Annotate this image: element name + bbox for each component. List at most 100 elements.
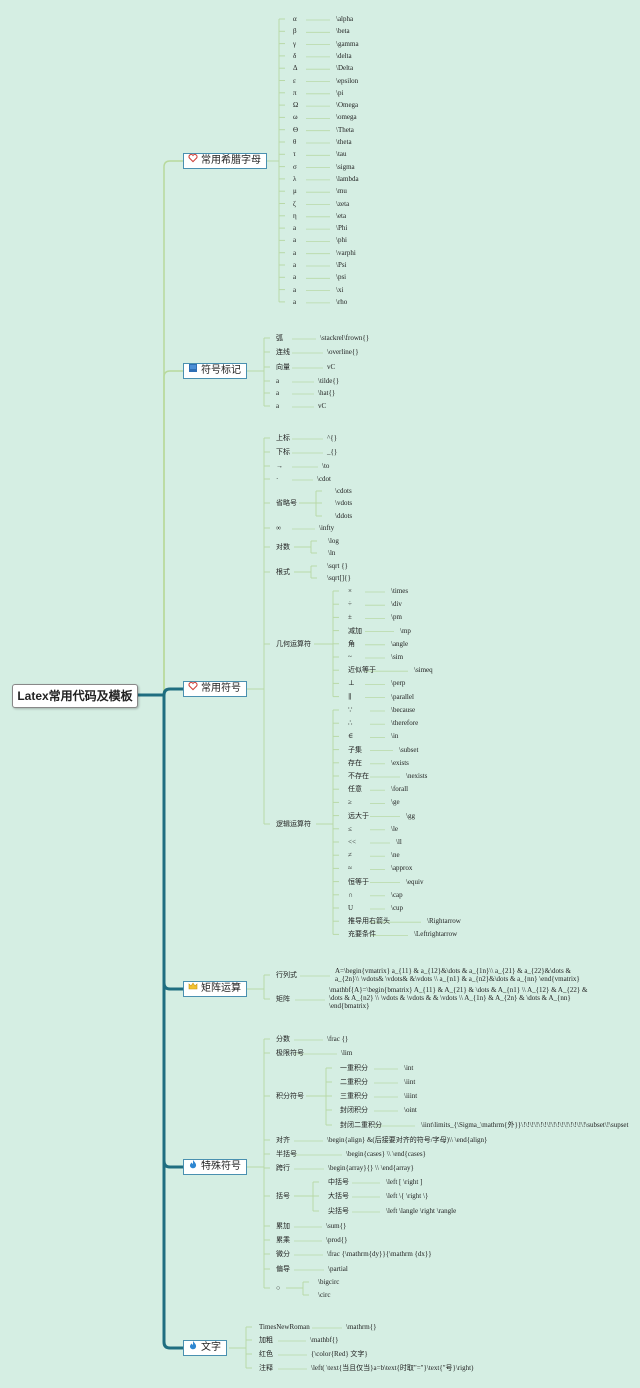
latex-code[interactable]: \approx (391, 864, 413, 873)
mark-label[interactable]: 连线 (276, 348, 290, 356)
category-node[interactable]: 符号标记 (183, 363, 247, 379)
latex-code[interactable]: \lambda (336, 174, 359, 183)
latex-code[interactable]: \ne (391, 851, 400, 860)
matrix-label[interactable]: 矩阵 (276, 995, 290, 1003)
special-label[interactable]: 括号 (276, 1192, 290, 1200)
latex-code[interactable]: \log (328, 537, 339, 545)
operator-symbol[interactable]: ≤ (348, 824, 352, 833)
special-label[interactable]: 累乘 (276, 1236, 290, 1244)
greek-symbol[interactable]: γ (293, 39, 297, 48)
latex-code[interactable]: \cdots (335, 487, 352, 495)
latex-code[interactable]: \overline{} (327, 348, 359, 356)
symbol-label[interactable]: 根式 (276, 568, 290, 576)
latex-code[interactable]: \begin{cases} \\ \end{cases} (346, 1150, 426, 1158)
operator-symbol[interactable]: 远大于 (348, 811, 369, 820)
bracket-label[interactable]: 尖括号 (328, 1207, 349, 1215)
greek-symbol[interactable]: Ω (293, 101, 299, 110)
operator-symbol[interactable]: ∈ (348, 732, 354, 741)
special-label[interactable]: 对齐 (276, 1136, 290, 1144)
latex-code[interactable]: \iint (404, 1078, 416, 1086)
greek-symbol[interactable]: ω (293, 113, 298, 122)
latex-code[interactable]: \vdots (335, 499, 353, 507)
operator-symbol[interactable]: ⊥ (348, 679, 355, 688)
latex-code[interactable]: \angle (391, 639, 409, 648)
symbol-label[interactable]: 对数 (276, 543, 290, 551)
latex-code[interactable]: \ll (396, 838, 402, 846)
latex-code[interactable]: \gg (406, 811, 415, 820)
category-node[interactable]: 矩阵运算 (183, 981, 247, 997)
latex-code[interactable]: vC (327, 363, 336, 371)
latex-code[interactable]: \theta (336, 138, 352, 146)
integral-label[interactable]: 封闭积分 (340, 1106, 368, 1114)
greek-symbol[interactable]: a (293, 236, 297, 245)
latex-code[interactable]: \Psi (336, 261, 347, 269)
latex-code[interactable]: \epsilon (336, 76, 359, 85)
mark-label[interactable]: a (276, 389, 280, 397)
latex-code[interactable]: \therefore (391, 719, 419, 728)
latex-code[interactable]: \cup (391, 904, 404, 912)
greek-symbol[interactable]: λ (293, 174, 297, 183)
latex-code[interactable]: \xi (336, 285, 344, 294)
text-style-label[interactable]: 注释 (259, 1364, 273, 1372)
latex-code[interactable]: \rho (336, 297, 348, 306)
latex-code[interactable]: \zeta (336, 199, 350, 208)
operator-symbol[interactable]: ≥ (348, 798, 352, 807)
latex-code[interactable]: \sum{} (326, 1222, 347, 1230)
category-node[interactable]: 常用符号 (183, 681, 247, 697)
latex-code[interactable]: \tilde{} (318, 377, 340, 385)
latex-code[interactable]: \sqrt[]{} (327, 574, 351, 582)
latex-code[interactable]: \begin{array}{} \\ \end{array} (328, 1164, 414, 1172)
latex-code[interactable]: \perp (391, 679, 406, 688)
integral-label[interactable]: 二重积分 (340, 1078, 368, 1086)
latex-code[interactable]: \frac {\mathrm{dy}}{\mathrm {dx}} (327, 1250, 432, 1258)
greek-symbol[interactable]: α (293, 15, 297, 23)
latex-code[interactable]: \left \{ \right \} (386, 1192, 429, 1200)
operator-symbol[interactable]: 任意 (348, 785, 362, 794)
latex-code[interactable]: \alpha (336, 15, 354, 23)
greek-symbol[interactable]: Θ (293, 125, 299, 134)
special-label[interactable]: 积分符号 (276, 1092, 304, 1100)
special-label[interactable]: 极限符号 (276, 1049, 304, 1057)
latex-code[interactable]: \Omega (336, 101, 359, 110)
symbol-label[interactable]: 下标 (276, 448, 290, 456)
operator-symbol[interactable]: ∴ (348, 719, 353, 728)
latex-code[interactable]: \parallel (391, 692, 414, 701)
greek-symbol[interactable]: π (293, 88, 297, 97)
latex-code[interactable]: \exists (391, 758, 409, 767)
latex-code[interactable]: \lim (341, 1049, 353, 1057)
latex-code[interactable]: \div (391, 600, 402, 609)
operator-symbol[interactable]: 推导用右箭头 (348, 917, 390, 926)
latex-code[interactable]: \ln (328, 549, 336, 557)
greek-symbol[interactable]: a (293, 273, 297, 282)
greek-symbol[interactable]: a (293, 297, 297, 306)
category-node[interactable]: 特殊符号 (183, 1159, 247, 1175)
latex-code[interactable]: \equiv (406, 877, 424, 886)
integral-label[interactable]: 一重积分 (340, 1064, 368, 1072)
latex-code[interactable]: \begin{align} &(后接要对齐的符号/字母)\\ \end{alig… (327, 1136, 488, 1144)
operator-symbol[interactable]: ± (348, 613, 352, 622)
latex-code[interactable]: \frac {} (327, 1035, 349, 1043)
latex-code[interactable]: \simeq (414, 666, 433, 675)
greek-symbol[interactable]: a (293, 285, 297, 294)
latex-code[interactable]: \cdot (317, 475, 331, 483)
latex-code[interactable]: \nexists (406, 772, 428, 780)
greek-symbol[interactable]: θ (293, 138, 297, 146)
latex-code[interactable]: _{} (327, 448, 338, 456)
latex-code[interactable]: \mathbf{} (310, 1336, 339, 1344)
latex-code[interactable]: \iint\limits_{\Sigma_\mathrm{外}}\!\!\!\!… (421, 1121, 629, 1129)
latex-code[interactable]: \Theta (336, 125, 354, 134)
latex-code[interactable]: \cap (391, 890, 403, 899)
operator-symbol[interactable]: ∥ (348, 692, 352, 701)
symbol-label[interactable]: 省略号 (276, 499, 297, 507)
greek-symbol[interactable]: a (293, 224, 297, 233)
greek-symbol[interactable]: β (293, 27, 297, 36)
operator-symbol[interactable]: ∩ (348, 890, 354, 899)
special-label[interactable]: 跨行 (276, 1164, 290, 1172)
latex-code[interactable]: \Phi (336, 224, 348, 233)
operator-symbol[interactable]: ÷ (348, 600, 352, 609)
greek-symbol[interactable]: ε (293, 76, 296, 85)
latex-code[interactable]: \in (391, 732, 399, 741)
symbol-label[interactable]: ∞ (276, 524, 281, 532)
latex-code[interactable]: \partial (328, 1265, 348, 1273)
latex-code[interactable]: \left( \text{当且仅当}a=b\text{时取"="}\text{"… (311, 1364, 474, 1372)
